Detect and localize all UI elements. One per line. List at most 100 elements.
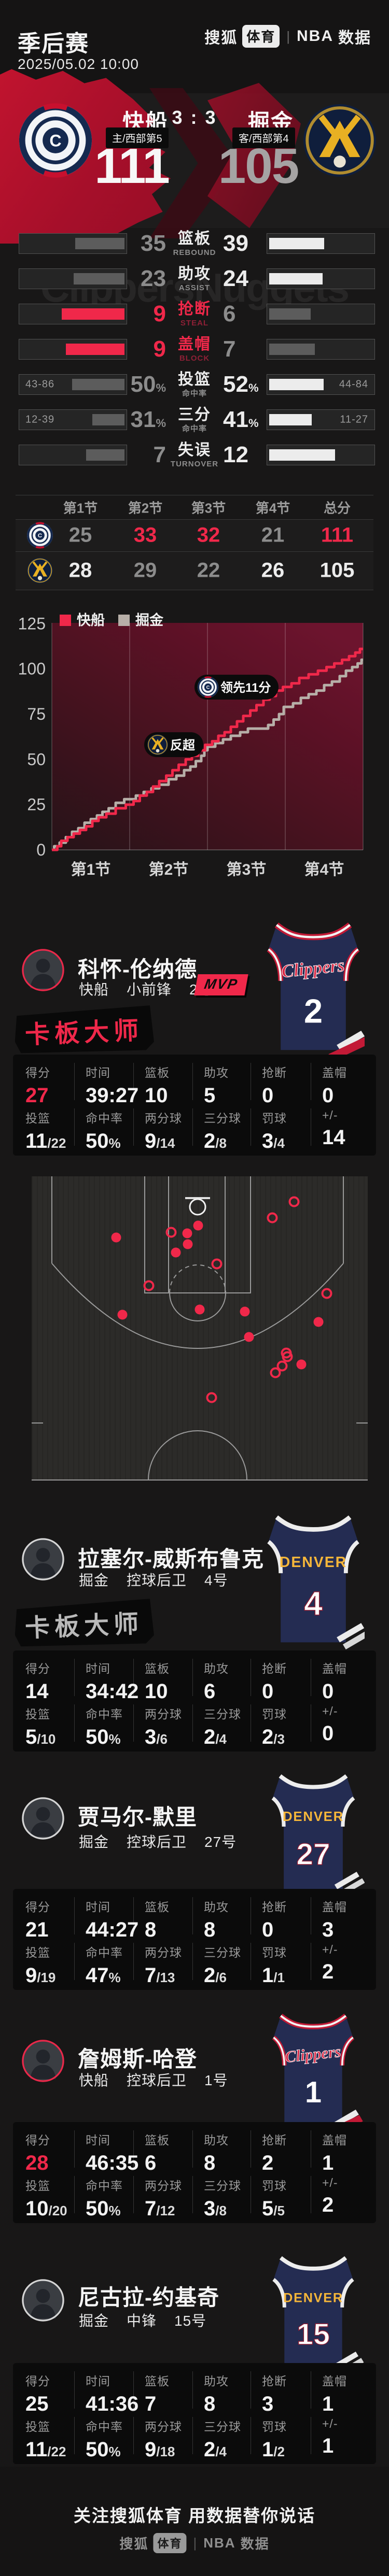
stat-label: 罚球 xyxy=(262,2420,287,2433)
player-stats-panel: 得分 21 时间 44:27 篮板 8 助攻 8 抢断 0 盖帽 3 投篮 9/19 命中率 47% 两分球 7/… xyxy=(13,1889,376,1990)
footer-slogan: 关注搜狐体育 用数据替你说话 xyxy=(73,2506,316,2525)
stat-value: 46:35 xyxy=(86,2152,139,2174)
svg-text:27: 27 xyxy=(296,1838,330,1871)
svg-text:领先11分: 领先11分 xyxy=(220,680,271,695)
stat-label: 三分球 xyxy=(204,1946,241,1959)
stat-label: 助攻 xyxy=(204,2374,229,2388)
stat-cell: 命中率 50% xyxy=(86,1108,144,1153)
player-meta: 快船 控球后卫 1号 xyxy=(79,2069,228,2090)
quarter-score: 105 xyxy=(319,559,355,582)
svg-text:15: 15 xyxy=(297,2318,330,2351)
stat-label: 两分球 xyxy=(145,1946,182,1959)
stat-label: 抢断 xyxy=(262,1662,287,1675)
stat-value: 50% xyxy=(86,1130,121,1152)
stat-cell: 时间 44:27 xyxy=(86,1897,144,1942)
stat-value: 9/14 xyxy=(145,1130,175,1152)
player-name: 尼古拉-约基奇 xyxy=(78,2285,219,2310)
jersey-graphic: DENVER 15 xyxy=(272,2256,364,2375)
stat-value: 3 xyxy=(322,1918,334,1941)
player-name: 科怀-伦纳德 xyxy=(78,957,197,981)
stat-label: 命中率 xyxy=(86,2420,123,2433)
table-divider xyxy=(16,551,373,552)
stat-label: 投篮 xyxy=(25,2420,50,2433)
stat-cell: 命中率 47% xyxy=(86,1943,144,1987)
stat-value: 50% xyxy=(86,1726,121,1748)
stat-value: 21 xyxy=(25,1918,49,1941)
svg-text:DENVER: DENVER xyxy=(283,1810,344,1824)
brand-data: 数据 xyxy=(338,30,371,47)
team-stat-row-block: 9 盖帽 BLOCK 7 xyxy=(0,333,389,365)
away-stat-bar xyxy=(267,304,375,324)
svg-text:第1节: 第1节 xyxy=(71,861,111,878)
away-stat-bar xyxy=(267,268,375,289)
player-avatar xyxy=(21,2279,65,2322)
home-stat-value: 9 xyxy=(153,336,166,362)
stat-value: 10 xyxy=(145,1680,168,1703)
brand-data: 数据 xyxy=(240,2536,270,2552)
stat-cell: 投篮 11/22 xyxy=(25,2417,84,2461)
stat-cell: 两分球 7/13 xyxy=(145,1943,203,1987)
stat-cell: 得分 28 xyxy=(25,2130,84,2175)
team-stat-row-命中率: 43-86 50% 投篮 命中率 52% 44-84 xyxy=(0,368,389,401)
stat-value: 0 xyxy=(262,1918,274,1941)
player-team: 掘金 xyxy=(79,2313,109,2329)
stat-value: 50% xyxy=(86,2197,121,2220)
stat-label: 抢断 xyxy=(262,2374,287,2388)
page-title: 季后赛 xyxy=(18,31,89,56)
svg-text:125: 125 xyxy=(18,614,46,633)
stat-cell: 抢断 0 xyxy=(262,1659,320,1703)
stat-label: 篮板 xyxy=(145,2374,170,2388)
stat-value: 3 xyxy=(262,2393,274,2415)
stat-label: 三分球 xyxy=(204,1112,241,1125)
stat-cell: 篮板 6 xyxy=(145,2130,203,2175)
stat-cell: 时间 39:27 xyxy=(86,1063,144,1107)
team-stat-row-命中率: 12-39 31% 三分 命中率 41% 11-27 xyxy=(0,404,389,436)
home-stat-bar xyxy=(19,445,127,465)
stat-cell: +/- 14 xyxy=(322,1108,380,1149)
quarter-score: 111 xyxy=(321,523,354,547)
stat-value: 10/20 xyxy=(25,2197,67,2220)
stat-label: 两分球 xyxy=(145,2179,182,2193)
stat-value: 2 xyxy=(262,2152,274,2174)
svg-text:4: 4 xyxy=(304,1584,323,1622)
player-avatar xyxy=(21,948,65,992)
stat-label: 抢断 xyxy=(262,2133,287,2147)
stat-label: 投篮 xyxy=(25,1112,50,1125)
stat-label: 盖帽 xyxy=(322,1066,347,1079)
stat-label: 得分 xyxy=(25,1900,50,1914)
brand-sports: 体育 xyxy=(242,25,280,48)
table-divider xyxy=(16,519,373,520)
away-stat-value: 7 xyxy=(223,336,236,362)
stat-value: 0 xyxy=(322,1722,334,1745)
away-team-score: 105 xyxy=(218,138,299,194)
brand-divider: | xyxy=(286,28,290,44)
nuggets-logo xyxy=(27,558,53,583)
player-team: 快船 xyxy=(79,981,109,998)
stat-label: 助攻 xyxy=(204,1662,229,1675)
stat-cell: 得分 14 xyxy=(25,1659,84,1703)
home-stat-value: 7 xyxy=(153,442,166,467)
home-stat-bar xyxy=(19,233,127,254)
sohu-sports-logo: 搜狐 体育 | NBA 数据 xyxy=(204,25,371,48)
svg-text:第2节: 第2节 xyxy=(149,861,189,878)
stat-value: 5/5 xyxy=(262,2197,285,2220)
player-position: 小前锋 xyxy=(127,981,172,998)
stat-cell: 篮板 10 xyxy=(145,1063,203,1107)
stat-cell: 助攻 8 xyxy=(204,2371,262,2416)
stat-value: 25 xyxy=(25,2393,49,2415)
quarter-score: 22 xyxy=(197,559,220,582)
stat-label: 得分 xyxy=(25,1662,50,1675)
stat-value: 7 xyxy=(145,2393,157,2415)
stat-label: 投篮 xyxy=(25,1946,50,1959)
stat-value: 14 xyxy=(25,1680,49,1703)
stat-value: 8 xyxy=(145,1918,157,1941)
away-stat-value: 6 xyxy=(223,301,236,326)
stat-value: 39:27 xyxy=(86,1084,139,1107)
home-stat-bar xyxy=(19,304,127,324)
stat-label: 篮板 REBOUND xyxy=(173,230,216,257)
jersey-graphic: DENVER 4 xyxy=(267,1515,365,1650)
stat-label: +/- xyxy=(322,1943,338,1956)
svg-text:DENVER: DENVER xyxy=(283,2290,343,2305)
